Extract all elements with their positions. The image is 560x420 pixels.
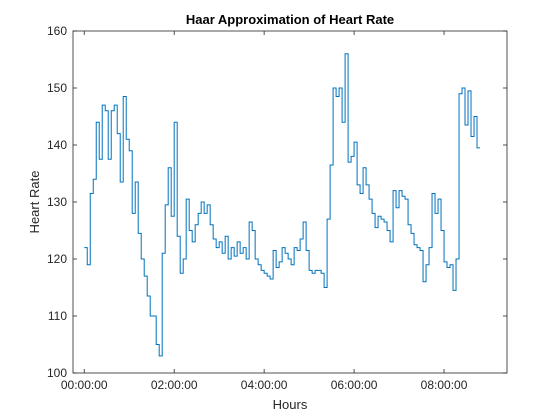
y-tick-label: 110 [48, 309, 67, 323]
y-tick-label: 100 [47, 366, 67, 380]
y-tick-label: 140 [47, 138, 67, 152]
y-axis-label: Heart Rate [27, 171, 42, 234]
y-tick-label: 160 [47, 24, 67, 38]
x-tick-label: 08:00:00 [421, 378, 468, 392]
chart-title: Haar Approximation of Heart Rate [186, 12, 394, 27]
data-line [84, 53, 481, 357]
x-tick-label: 00:00:00 [61, 378, 108, 392]
x-axis-label: Hours [273, 397, 308, 412]
y-tick-label: 120 [47, 252, 67, 266]
x-tick-label: 06:00:00 [331, 378, 378, 392]
y-tick-label: 150 [47, 81, 67, 95]
y-tick-label: 130 [47, 195, 67, 209]
x-tick-label: 04:00:00 [241, 378, 288, 392]
x-tick-label: 02:00:00 [151, 378, 198, 392]
